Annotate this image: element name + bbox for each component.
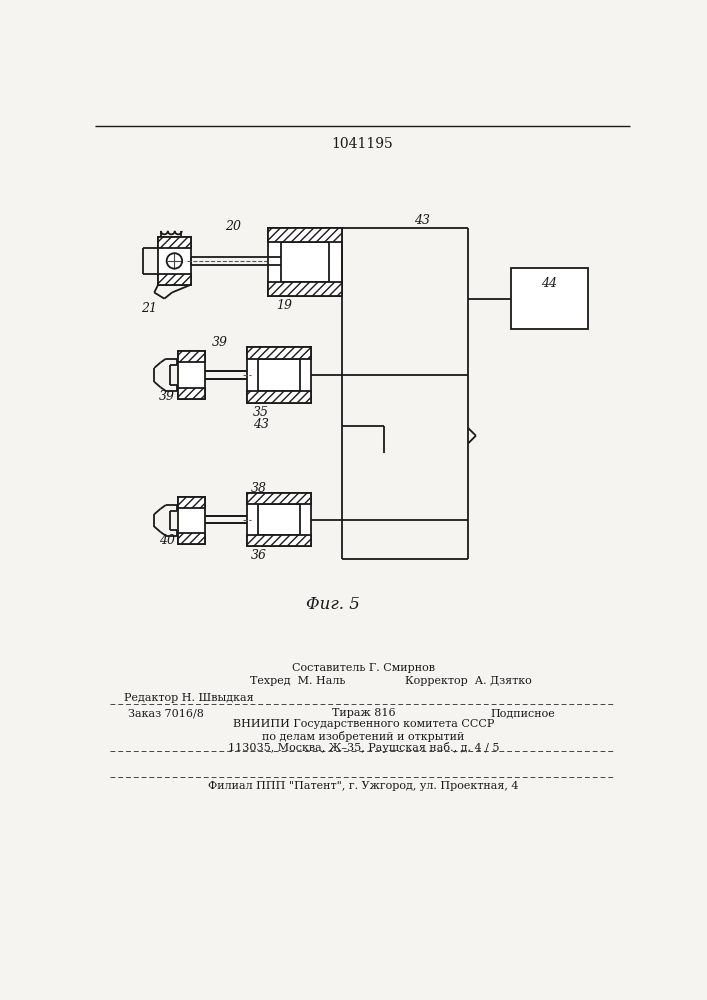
Text: 43: 43	[253, 418, 269, 431]
Text: 21: 21	[141, 302, 157, 315]
Bar	[177, 388, 204, 399]
Text: 39: 39	[211, 336, 228, 349]
Text: 35: 35	[253, 406, 269, 419]
Text: Тираж 816: Тираж 816	[332, 708, 395, 718]
Bar	[247, 347, 311, 403]
Text: 39: 39	[158, 389, 175, 402]
Bar	[177, 533, 204, 544]
Bar	[247, 535, 311, 546]
Bar	[177, 351, 204, 362]
Text: Редактор Н. Швыдкая: Редактор Н. Швыдкая	[124, 693, 254, 703]
Text: 19: 19	[276, 299, 292, 312]
Bar	[510, 268, 588, 329]
Text: по делам изобретений и открытий: по делам изобретений и открытий	[262, 731, 464, 742]
Bar	[258, 504, 300, 535]
Bar	[158, 237, 191, 285]
Bar	[247, 347, 311, 359]
Bar	[268, 228, 341, 242]
Bar	[268, 282, 341, 296]
Text: 1041195: 1041195	[331, 137, 393, 151]
Bar	[281, 242, 329, 282]
Text: 20: 20	[226, 220, 241, 233]
Text: Филиал ППП "Патент", г. Ужгород, ул. Проектная, 4: Филиал ППП "Патент", г. Ужгород, ул. Про…	[209, 781, 519, 791]
Text: 40: 40	[158, 534, 175, 547]
Text: Техред  М. Наль: Техред М. Наль	[250, 676, 345, 686]
Text: Φиг. 5: Φиг. 5	[305, 596, 359, 613]
Text: 44: 44	[542, 277, 558, 290]
Text: 38: 38	[251, 482, 267, 495]
Text: Подписное: Подписное	[490, 708, 555, 718]
Text: Заказ 7016/8: Заказ 7016/8	[128, 708, 204, 718]
Bar	[247, 493, 311, 504]
Text: Составитель Г. Смирнов: Составитель Г. Смирнов	[292, 663, 435, 673]
Bar	[268, 228, 341, 296]
Bar	[158, 237, 191, 248]
Text: 113035, Москва, Ж–35, Раушская наб., д. 4 / 5: 113035, Москва, Ж–35, Раушская наб., д. …	[228, 742, 499, 753]
Bar	[177, 351, 204, 399]
Bar	[258, 359, 300, 391]
Bar	[247, 493, 311, 546]
Bar	[177, 497, 204, 544]
Bar	[247, 391, 311, 403]
Text: ВНИИПИ Государственного комитета СССР: ВНИИПИ Государственного комитета СССР	[233, 719, 494, 729]
Bar	[177, 497, 204, 508]
Bar	[158, 274, 191, 285]
Text: 36: 36	[251, 549, 267, 562]
Text: 43: 43	[414, 214, 430, 227]
Text: Корректор  А. Дзятко: Корректор А. Дзятко	[404, 676, 532, 686]
